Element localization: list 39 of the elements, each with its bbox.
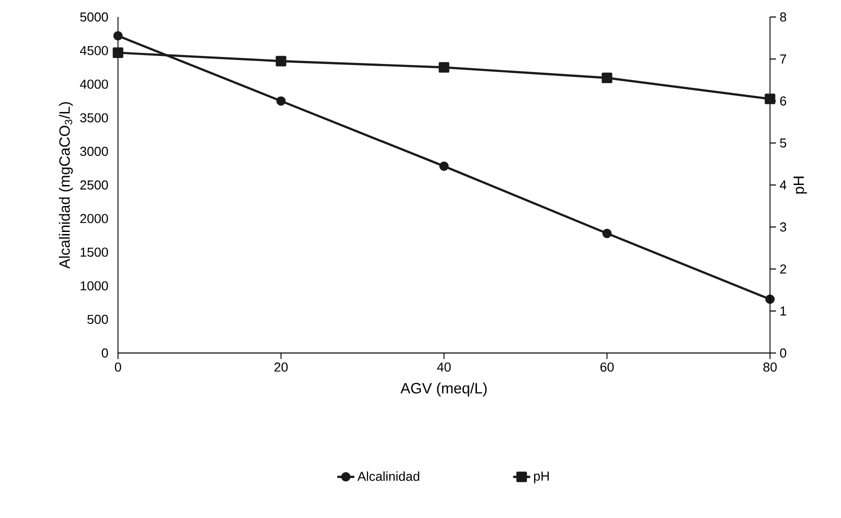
x-tick-label: 80 [763, 362, 777, 372]
point [439, 162, 449, 171]
y2-tick-label: 8 [780, 12, 786, 22]
x-tick-label: 60 [600, 362, 614, 372]
x-tick-label: 40 [437, 362, 451, 372]
y-tick-label: 1500 [80, 248, 108, 257]
y2-tick-label: 2 [780, 264, 786, 274]
y2-tick-label: 3 [780, 222, 786, 232]
y2-tick-label: 7 [780, 54, 786, 64]
y-tick-label: 3000 [80, 146, 108, 156]
y2-tick-label: 0 [780, 348, 786, 358]
point [113, 31, 123, 40]
point [602, 72, 612, 84]
y2-tick-label: 1 [780, 306, 786, 316]
x-tick-label: 0 [114, 362, 122, 372]
y-tick-label: 5000 [80, 12, 108, 22]
point [764, 94, 776, 104]
y2-axis-title: pH [794, 176, 807, 194]
point [112, 47, 124, 58]
y-axis-title: Alcalinidad (mgCaCO$_{3}$/L) [58, 102, 73, 269]
y-tick-label: 4000 [80, 80, 108, 89]
y-tick-label: 0 [102, 348, 108, 358]
legend-label: Alcalinidad [357, 471, 420, 481]
point [602, 228, 612, 238]
y2-tick-label: 5 [780, 138, 786, 148]
y2-tick-label: 6 [780, 96, 786, 106]
y-tick-label: 2000 [80, 214, 108, 224]
y-tick-label: 4500 [80, 46, 108, 56]
y-tick-label: 3500 [80, 113, 108, 122]
y2-tick-label: 4 [780, 180, 786, 190]
y-tick-label: 500 [87, 314, 108, 324]
point [276, 56, 286, 66]
x-tick-label: 20 [274, 362, 288, 372]
x-axis-title: AGV (meq/L) [400, 382, 487, 396]
y-tick-label: 2500 [80, 180, 108, 190]
legend-label: pH [534, 472, 549, 484]
point [276, 96, 286, 106]
point [438, 62, 450, 73]
y-tick-label: 1000 [80, 281, 108, 290]
